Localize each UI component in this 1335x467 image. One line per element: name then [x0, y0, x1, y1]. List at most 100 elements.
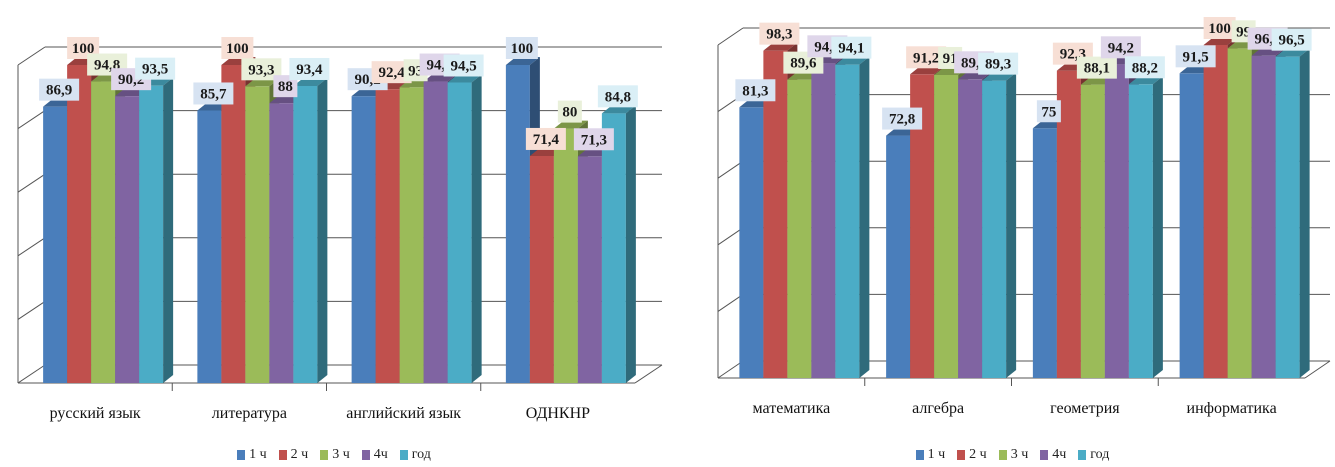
data-label-bg [1124, 56, 1165, 79]
bar-side [317, 77, 328, 383]
data-label-bg [882, 107, 923, 130]
category-label: английский язык [346, 405, 461, 422]
data-label: 93,5 [135, 57, 176, 80]
bar-front [351, 96, 376, 383]
bar-front [577, 156, 602, 383]
bar-front [1275, 56, 1300, 378]
bar-front [67, 65, 92, 383]
bar-front [505, 65, 530, 383]
data-label: 91,2 [906, 46, 947, 69]
data-label-text: 100 [226, 41, 249, 57]
data-label: 81,3 [735, 79, 776, 102]
legend-label: 3 ч [332, 447, 350, 462]
data-label: 94,1 [831, 36, 872, 59]
legend-item: 4ч [361, 447, 388, 463]
gridline-side [717, 160, 744, 179]
data-label-text: 72,8 [889, 112, 915, 128]
data-label: 100 [221, 37, 254, 59]
legend-swatch [915, 450, 924, 460]
data-label-text: 100 [511, 41, 534, 57]
bar-front [787, 79, 812, 378]
bar-front [1104, 64, 1129, 379]
data-label-text: 88,2 [1132, 60, 1158, 76]
bar-русский язык-год [139, 77, 174, 384]
data-label-text: 96,5 [1279, 33, 1305, 49]
data-label-bg [1203, 17, 1236, 39]
data-label-bg [1271, 28, 1312, 51]
data-label-bg [557, 100, 582, 123]
bar-front [293, 85, 318, 383]
data-label: 96,5 [1271, 28, 1312, 51]
bar-front [934, 74, 959, 378]
data-label-bg [505, 37, 538, 59]
data-label: 86,9 [39, 78, 80, 101]
gridline-side [717, 227, 744, 246]
gridline-side [717, 27, 744, 46]
bar-front [763, 50, 788, 378]
legend-swatch [361, 450, 370, 460]
data-label-text: 93,3 [248, 62, 274, 78]
data-label-text: 93,4 [296, 62, 323, 78]
bar-front [245, 86, 270, 383]
bar-front [221, 65, 246, 383]
data-label-text: 80 [562, 105, 577, 121]
data-label-bg [289, 57, 330, 80]
data-label-text: 91,2 [913, 50, 939, 66]
data-label-text: 98,3 [766, 27, 792, 43]
legend-label: 4ч [373, 447, 388, 462]
data-label: 85,7 [193, 82, 234, 105]
data-label: 80 [557, 100, 582, 123]
data-label-text: 92,4 [379, 65, 406, 81]
bar-геометрия-год [1128, 76, 1163, 378]
data-label-bg [1100, 36, 1141, 59]
data-label-text: 89,3 [985, 57, 1011, 73]
data-label: 89,3 [978, 52, 1019, 75]
data-label: 84,8 [597, 85, 638, 108]
bar-front [269, 103, 294, 383]
data-label-bg [273, 75, 298, 98]
legend-label: 4ч [1052, 447, 1067, 462]
bar-ОДНКНР-год [601, 105, 636, 383]
data-label-text: 99 [1236, 24, 1251, 40]
bar-front [1128, 84, 1153, 378]
data-label-bg [371, 61, 412, 84]
bar-front [982, 80, 1007, 379]
data-label-text: 94,2 [1108, 40, 1134, 56]
data-label-bg [67, 37, 100, 59]
data-labels: 81,398,389,694,594,172,891,2 91 89,789,375… [735, 17, 1312, 130]
gridline-side [17, 46, 46, 66]
data-label: 75 [1036, 100, 1061, 123]
data-label: 91,5 [1175, 45, 1216, 68]
bar-side [1299, 48, 1310, 378]
bar-front [1227, 48, 1252, 379]
data-label-text: 93,5 [142, 62, 168, 78]
data-label-bg [39, 78, 80, 101]
bar-side [1006, 72, 1017, 379]
data-label: 92,4 [371, 61, 412, 84]
data-label: 98,3 [759, 22, 800, 45]
data-label: 88 [273, 75, 298, 98]
data-label-bg [735, 79, 776, 102]
bars [43, 57, 636, 384]
legend-swatch [998, 450, 1007, 460]
category-label: математика [753, 400, 831, 417]
bar-front [1032, 128, 1057, 378]
legend-swatch [1040, 450, 1049, 460]
data-label-bg [573, 128, 614, 151]
legend-label: 1 ч [249, 447, 267, 462]
bar-side [1152, 76, 1163, 378]
data-label-bg [1036, 100, 1061, 123]
data-label-text: 100 [1208, 21, 1231, 37]
data-label-bg [978, 52, 1019, 75]
data-label-text: 94,1 [838, 41, 864, 57]
legend-item: 2 ч [957, 447, 987, 463]
bar-front [375, 89, 400, 383]
legend-item: 4ч [1040, 447, 1066, 463]
gridline-side [17, 110, 46, 130]
bar-front [835, 64, 860, 378]
legend-swatch [237, 450, 246, 460]
legend-swatch [957, 450, 966, 460]
legend-label: 2 ч [290, 447, 309, 462]
gridline-side [717, 293, 744, 312]
legend-label: 3 ч [1010, 447, 1029, 462]
